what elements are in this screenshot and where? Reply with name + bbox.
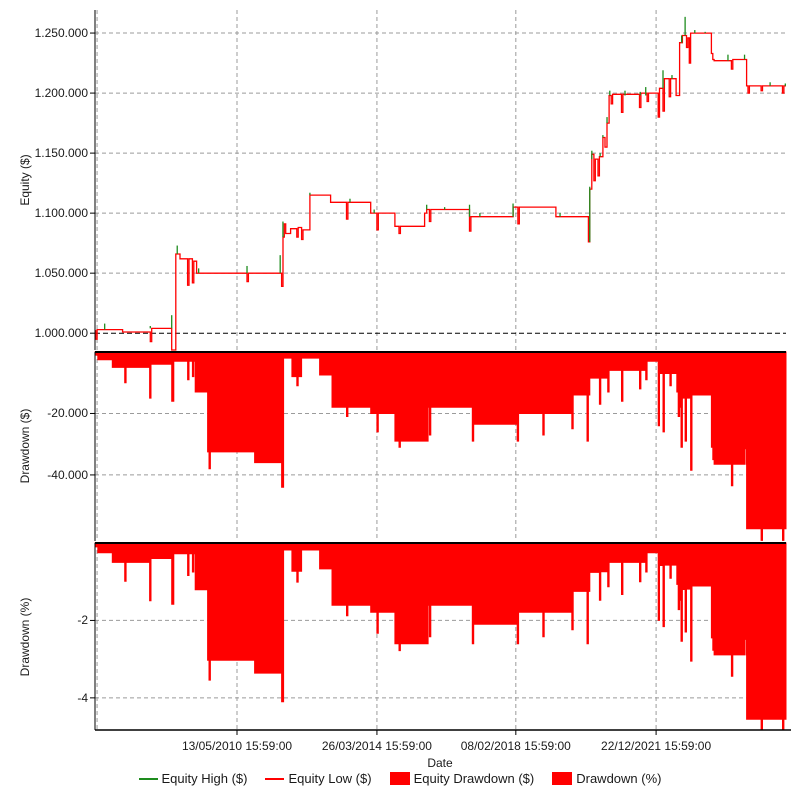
drawdown-pct-swatch (552, 772, 573, 785)
legend-label-equity-high: Equity High ($) (161, 771, 248, 786)
x-tick-label: 13/05/2010 15:59:00 (181, 739, 293, 753)
equity-low-line-marker (265, 777, 285, 780)
dd_pct-tick-label: -4 (77, 690, 88, 705)
equity-tick-label: 1.000.000 (34, 326, 88, 341)
equity-drawdown-swatch (389, 772, 410, 785)
legend-item-equity-drawdown: Equity Drawdown ($) (389, 771, 535, 786)
legend-label-equity-drawdown: Equity Drawdown ($) (413, 771, 535, 786)
equity-axis-title: Equity ($) (18, 154, 32, 206)
dd_usd-tick-label: -20.000 (47, 406, 88, 421)
legend-item-drawdown-pct: Drawdown (%) (552, 771, 661, 786)
equity-tick-label: 1.100.000 (34, 206, 88, 221)
x-tick-label: 22/12/2021 15:59:00 (601, 739, 712, 753)
equity-high-line-marker (138, 777, 158, 780)
dd_usd-tick-label: -40.000 (47, 467, 88, 482)
equity-tick-label: 1.050.000 (34, 266, 88, 281)
legend: Equity High ($) Equity Low ($) Equity Dr… (0, 771, 800, 786)
legend-label-equity-low: Equity Low ($) (288, 771, 372, 786)
x-tick-label: 08/02/2018 15:59:00 (460, 739, 571, 753)
x-axis-title: Date (427, 756, 453, 770)
equity-tick-label: 1.200.000 (34, 86, 88, 101)
equity-tick-label: 1.150.000 (34, 146, 88, 161)
equity-tick-label: 1.250.000 (34, 26, 88, 41)
legend-item-equity-high: Equity High ($) (138, 771, 248, 786)
legend-label-drawdown-pct: Drawdown (%) (576, 771, 662, 786)
legend-item-equity-low: Equity Low ($) (265, 771, 372, 786)
dd_pct-tick-label: -2 (77, 613, 88, 628)
x-tick-label: 26/03/2014 15:59:00 (321, 739, 432, 753)
drawdown-pct-axis-title: Drawdown (%) (18, 597, 32, 677)
